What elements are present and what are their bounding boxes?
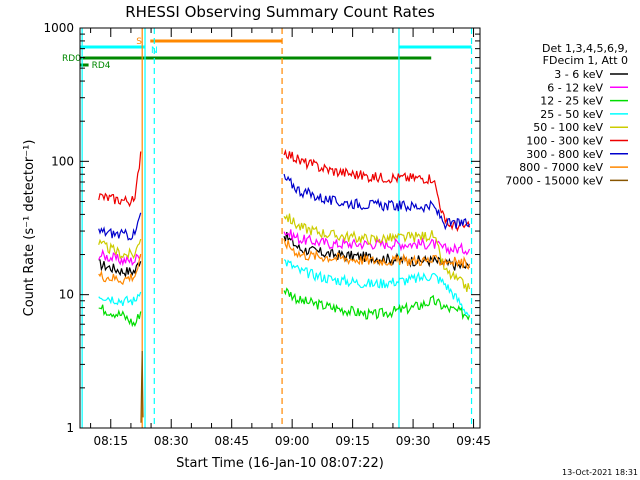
y-tick-label: 1: [66, 421, 74, 435]
series-line-50-100-kev: [98, 213, 471, 292]
legend-label: 3 - 6 keV: [554, 68, 603, 81]
legend-header-line: Det 1,3,4,5,6,9,: [542, 42, 628, 55]
legend-header-line: FDecim 1, Att 0: [543, 54, 628, 67]
attenuator-and-saa-markers: [81, 28, 473, 428]
x-tick-label: 08:45: [214, 434, 249, 448]
legend-label: 800 - 7000 keV: [519, 161, 603, 174]
y-axis-label: Count Rate (s⁻¹ detector⁻¹): [22, 140, 37, 317]
legend: Det 1,3,4,5,6,9,FDecim 1, Att 03 - 6 keV…: [505, 42, 628, 187]
flag-label-s: S: [136, 37, 142, 47]
legend-label: 12 - 25 keV: [540, 95, 603, 108]
legend-label: 7000 - 15000 keV: [505, 174, 603, 187]
count-rate-series: [98, 148, 471, 423]
series-line-800-7000-kev: [98, 238, 471, 286]
series-line-25-50-kev: [98, 259, 470, 316]
x-tick-label: 09:30: [396, 434, 431, 448]
instrument-flag-bars: SNRD0RD4: [62, 37, 472, 71]
y-axis: 1 10 100 1000: [43, 21, 480, 435]
flag-label-rd0: RD0: [62, 54, 81, 64]
x-tick-label: 08:15: [93, 434, 128, 448]
legend-label: 300 - 800 keV: [526, 148, 603, 161]
series-line-300-800-kev: [98, 173, 471, 241]
legend-label: 25 - 50 keV: [540, 108, 603, 121]
plot-frame: [79, 27, 481, 429]
x-tick-label: 08:30: [154, 434, 189, 448]
x-axis: 08:15 08:30 08:45 09:00 09:15 09:30 09:45: [90, 28, 491, 448]
legend-label: 100 - 300 keV: [526, 135, 603, 148]
series-line-12-25-kev: [98, 287, 471, 328]
x-tick-label: 09:15: [335, 434, 370, 448]
series-line-6-12-kev: [98, 229, 471, 267]
series-line-3-6-kev: [98, 232, 471, 279]
flag-label-rd4: RD4: [92, 61, 111, 71]
series-line-100-300-kev: [98, 148, 471, 233]
y-tick-label: 1000: [43, 21, 74, 35]
legend-label: 50 - 100 keV: [533, 121, 603, 134]
chart-title: RHESSI Observing Summary Count Rates: [125, 3, 435, 21]
x-tick-label: 09:00: [275, 434, 310, 448]
legend-label: 6 - 12 keV: [547, 81, 603, 94]
y-tick-label: 10: [59, 288, 74, 302]
series-line-7000-15000-kev: [140, 350, 144, 423]
footer-date: 13-Oct-2021 18:31: [562, 468, 638, 477]
x-tick-label: 09:45: [456, 434, 491, 448]
x-axis-label: Start Time (16-Jan-10 08:07:22): [176, 456, 384, 471]
y-tick-label: 100: [51, 154, 74, 168]
